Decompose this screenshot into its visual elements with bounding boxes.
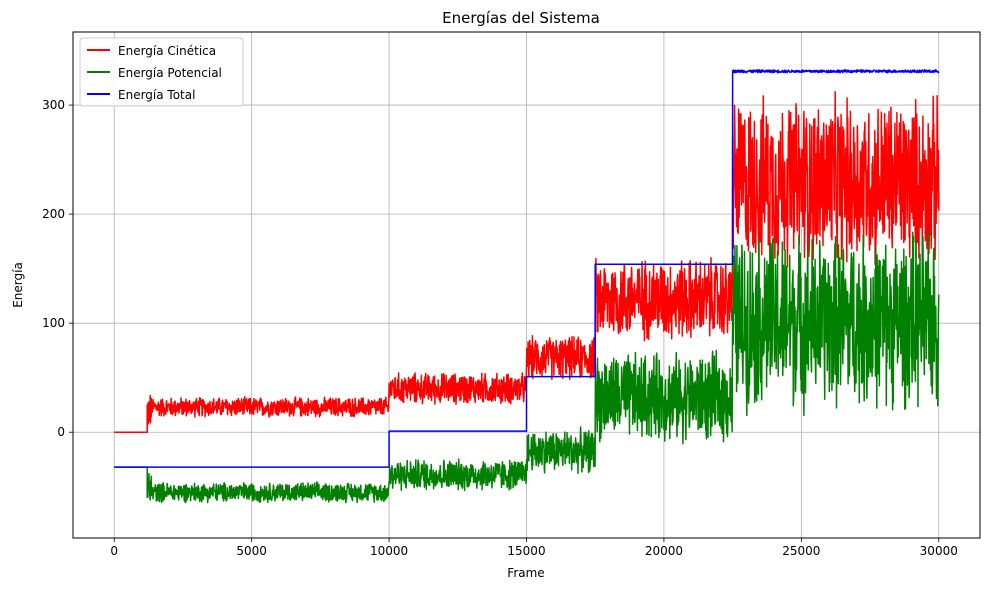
x-tick-label: 20000	[645, 544, 683, 558]
x-axis: 0 5000 10000 15000 20000 25000 30000	[110, 538, 958, 558]
y-tick-label: 100	[42, 316, 65, 330]
series-kinetic-line	[114, 90, 940, 433]
legend-label-kinetic: Energía Cinética	[118, 44, 216, 58]
x-tick-label: 0	[110, 544, 118, 558]
y-tick-label: 200	[42, 207, 65, 221]
y-axis-label: Energía	[11, 262, 25, 308]
x-axis-label: Frame	[507, 566, 544, 580]
series-total-line	[114, 68, 940, 468]
series-potential-line	[114, 231, 940, 504]
legend-box	[79, 37, 244, 107]
x-tick-label: 5000	[236, 544, 267, 558]
y-tick-label: 0	[57, 425, 65, 439]
x-tick-label: 10000	[370, 544, 408, 558]
y-axis: 0 100 200 300	[42, 98, 73, 439]
x-tick-label: 30000	[920, 544, 958, 558]
chart-title: Energías del Sistema	[442, 9, 600, 27]
series-layer	[114, 68, 940, 504]
legend: Energía Cinética Energía Potencial Energ…	[79, 37, 244, 107]
x-tick-label: 15000	[507, 544, 545, 558]
legend-label-potential: Energía Potencial	[118, 66, 222, 80]
y-tick-label: 300	[42, 98, 65, 112]
legend-label-total: Energía Total	[118, 88, 195, 102]
x-tick-label: 25000	[782, 544, 820, 558]
